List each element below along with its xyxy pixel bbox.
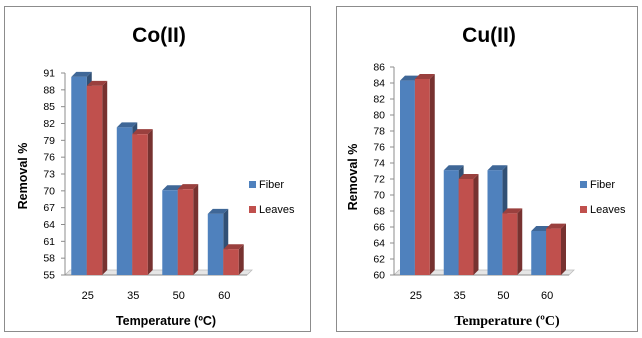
bar-top-leaves [546, 223, 566, 229]
x-tick-label: 25 [82, 290, 94, 302]
bar-top-fiber [487, 165, 508, 171]
x-tick-label: 60 [541, 290, 553, 302]
chart-panel-co: Co(II) Removal % Temperature (ºC) 55 58 61… [4, 6, 311, 332]
legend-swatch-leaves [580, 206, 587, 213]
y-tick-label: 72 [373, 174, 385, 186]
bar-side-leaves [517, 208, 523, 275]
chart-cu-svg: Cu(II) Removal % Temperature (ºC) 60 62 64… [346, 24, 626, 329]
y-tick-label: 64 [373, 238, 385, 250]
bar-side-leaves [102, 80, 108, 276]
x-tick-label: 35 [127, 290, 139, 302]
legend-label-leaves: Leaves [590, 204, 626, 216]
y-tick-label: 70 [373, 190, 385, 202]
bar-fiber [487, 170, 503, 275]
bar-top-fiber [162, 185, 183, 191]
bar-side-leaves [147, 129, 153, 275]
bar-top-leaves [502, 208, 523, 214]
bar-fiber [207, 213, 224, 275]
bar-top-leaves [414, 74, 435, 79]
y-tick-label: 70 [43, 185, 55, 197]
y-tick-label: 67 [43, 202, 55, 214]
y-tick-label: 61 [43, 236, 55, 248]
y-tick-label: 62 [373, 254, 385, 266]
y-tick-label: 74 [373, 158, 385, 170]
plot-area: 55 58 61 64 67 70 73 76 79 82 85 88 91 25 35 50 60 [43, 68, 253, 302]
bar-fiber [400, 80, 415, 275]
y-tick-label: 60 [373, 270, 385, 282]
x-tick-label: 50 [497, 290, 509, 302]
bar-leaves [177, 189, 194, 275]
x-axis-label: Temperature (ºC) [454, 314, 560, 329]
bar-top-fiber [443, 165, 464, 171]
bar-side-leaves [473, 174, 479, 275]
y-tick-label: 91 [43, 68, 55, 80]
y-tick-label: 58 [43, 253, 55, 265]
bar-side-leaves [238, 244, 244, 275]
legend-label-fiber: Fiber [590, 179, 615, 191]
y-tick-label: 80 [373, 110, 385, 122]
bar-top-leaves [132, 129, 153, 135]
bar-top-fiber [207, 208, 229, 214]
chart-panel-cu: Cu(II) Removal % Temperature (ºC) 60 62 64… [336, 6, 638, 332]
legend-swatch-fiber [249, 181, 256, 188]
x-tick-label: 35 [454, 290, 466, 302]
y-tick-label: 76 [43, 152, 55, 164]
bar-leaves [458, 179, 474, 275]
bar-top-fiber [71, 71, 92, 77]
y-tick-label: 73 [43, 169, 55, 181]
bar-fiber [71, 76, 87, 275]
y-axis-label: Removal % [16, 143, 30, 210]
y-tick-label: 82 [373, 94, 385, 106]
y-tick-label: 84 [373, 78, 385, 90]
x-axis-label: Temperature (ºC) [116, 314, 216, 328]
y-axis-label: Removal % [346, 144, 360, 211]
chart-title: Co(II) [132, 24, 186, 47]
bar-side-leaves [561, 223, 566, 275]
bar-fiber [531, 231, 547, 275]
chart-title: Cu(II) [462, 24, 516, 47]
y-tick-label: 88 [43, 84, 55, 96]
bar-top-leaves [458, 174, 479, 179]
legend: Fiber Leaves [249, 179, 295, 216]
y-tick-label: 82 [43, 118, 55, 130]
x-tick-label: 50 [173, 290, 185, 302]
legend: Fiber Leaves [580, 179, 626, 216]
legend-label-fiber: Fiber [259, 179, 284, 191]
bar-leaves [223, 249, 239, 275]
bar-leaves [86, 85, 103, 276]
bar-fiber [443, 170, 459, 275]
bar-top-fiber [116, 122, 138, 128]
bar-top-leaves [223, 244, 244, 250]
bar-fiber [162, 190, 178, 275]
bar-top-leaves [177, 184, 199, 190]
bar-leaves [132, 134, 148, 275]
bar-leaves [414, 79, 430, 275]
y-tick-label: 76 [373, 142, 385, 154]
y-tick-label: 85 [43, 101, 55, 113]
plot-area: 60 62 64 66 68 70 72 74 76 78 80 82 84 86 25 35 50 60 [373, 62, 575, 302]
legend-swatch-leaves [249, 206, 256, 213]
bar-leaves [502, 213, 518, 275]
bar-leaves [546, 228, 561, 275]
y-tick-label: 86 [373, 62, 385, 74]
y-tick-label: 68 [373, 206, 385, 218]
legend-label-leaves: Leaves [259, 204, 295, 216]
legend-swatch-fiber [580, 181, 587, 188]
bar-top-leaves [86, 80, 108, 86]
y-tick-label: 55 [43, 270, 55, 282]
bar-side-leaves [193, 184, 199, 275]
y-tick-label: 64 [43, 219, 55, 231]
y-tick-label: 79 [43, 135, 55, 147]
bar-fiber [116, 127, 133, 275]
x-tick-label: 60 [218, 290, 230, 302]
bar-side-leaves [429, 74, 435, 275]
x-tick-label: 25 [410, 290, 422, 302]
chart-co-svg: Co(II) Removal % Temperature (ºC) 55 58 61… [16, 24, 295, 328]
y-tick-label: 78 [373, 126, 385, 138]
y-tick-label: 66 [373, 222, 385, 234]
